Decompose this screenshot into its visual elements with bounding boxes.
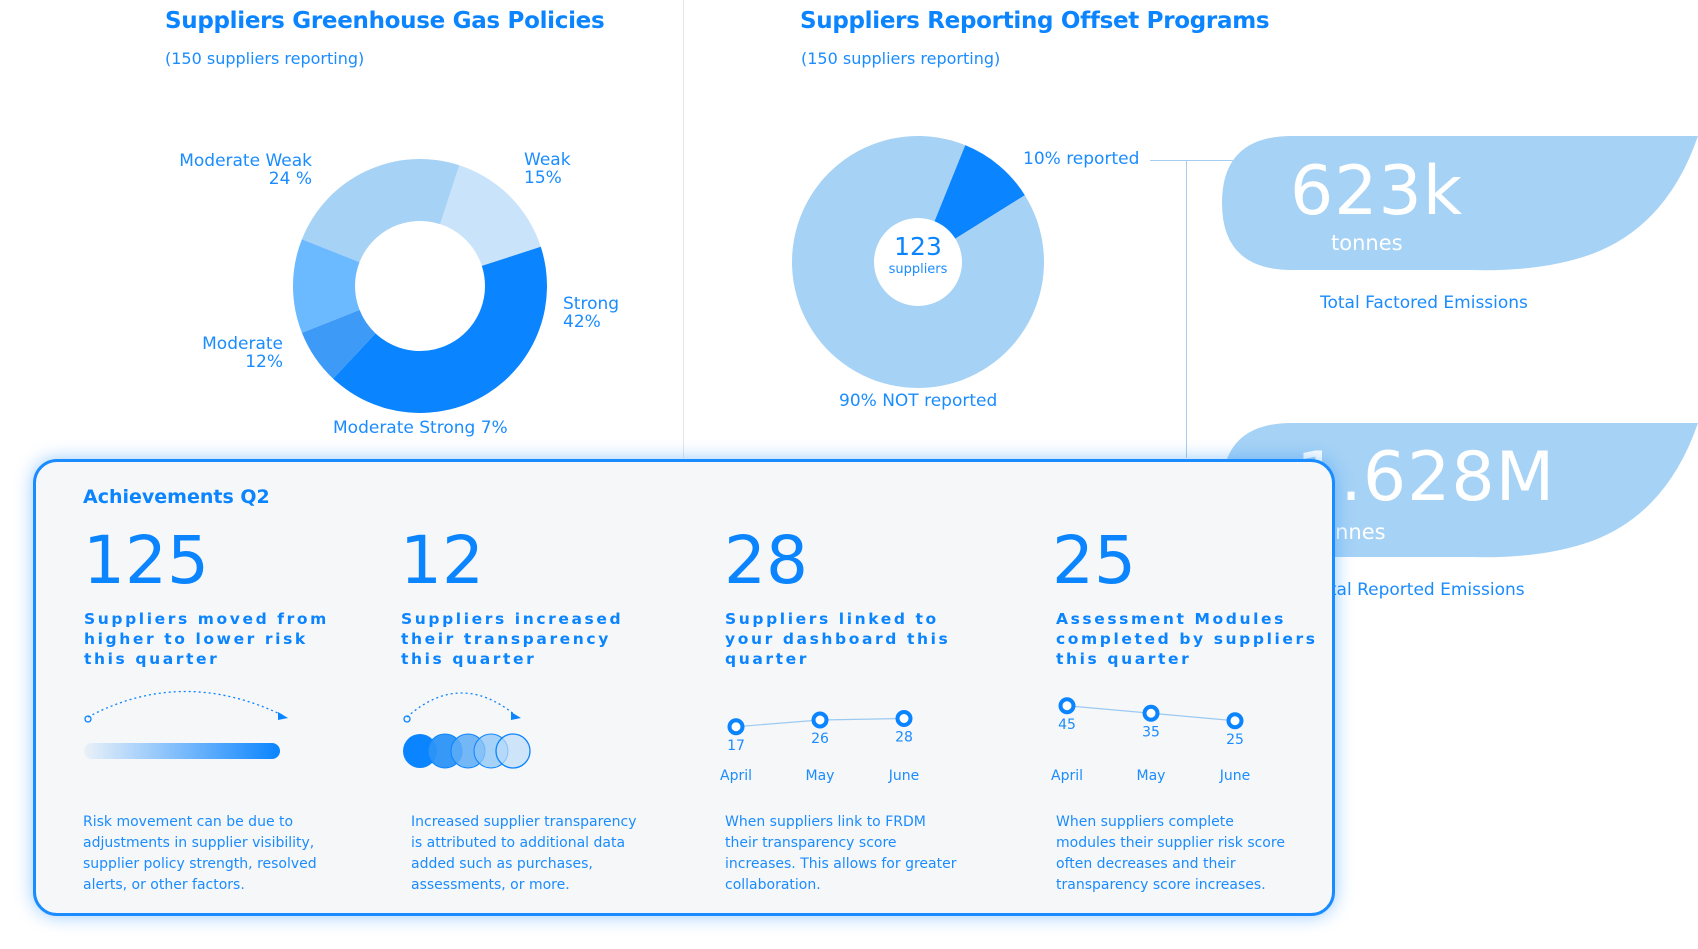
month-label: June bbox=[1219, 768, 1251, 784]
emissions-2-caption: Total Reported Emissions bbox=[1312, 580, 1525, 600]
section-divider bbox=[683, 0, 684, 458]
card-1-description: Risk movement can be due to adjustments … bbox=[83, 814, 317, 893]
card-3-description: When suppliers link to FRDM their transp… bbox=[725, 814, 957, 893]
card-2-value: 12 bbox=[400, 522, 484, 599]
card-2-title: Suppliers increased their transparency t… bbox=[401, 610, 624, 668]
card-1-value: 125 bbox=[83, 522, 209, 599]
right-chart-title: Suppliers Reporting Offset Programs bbox=[800, 8, 1270, 34]
card-4-title: Assessment Modules completed by supplier… bbox=[1056, 610, 1318, 668]
slice-weak bbox=[440, 165, 541, 266]
slice-moderate bbox=[293, 239, 360, 333]
data-point bbox=[1226, 712, 1244, 730]
data-label: 17 bbox=[727, 738, 745, 754]
month-label: April bbox=[1051, 768, 1083, 784]
data-label: 45 bbox=[1058, 717, 1076, 733]
data-point bbox=[895, 710, 913, 727]
transparency-illustration bbox=[403, 692, 531, 769]
data-label: 35 bbox=[1142, 724, 1160, 740]
label-moderate-strong: Moderate Strong 7% bbox=[333, 418, 508, 438]
label-moderate-weak: Moderate Weak 24 % bbox=[179, 151, 312, 189]
data-point bbox=[1142, 704, 1160, 722]
pie-center-badge: 123 suppliers bbox=[874, 218, 962, 306]
data-label: 28 bbox=[895, 730, 913, 746]
pie-center-value: 123 bbox=[894, 232, 942, 261]
card-4-description: When suppliers complete modules their su… bbox=[1056, 814, 1285, 893]
pie-center-unit: suppliers bbox=[888, 262, 948, 277]
slice-moderate-strong bbox=[301, 309, 376, 379]
achievements-panel: Achievements Q2 125 Suppliers moved from… bbox=[33, 459, 1335, 916]
emissions-blob-2 bbox=[1222, 423, 1698, 558]
data-point bbox=[727, 718, 745, 736]
ghg-policy-donut-chart bbox=[293, 159, 547, 413]
month-label: May bbox=[806, 768, 835, 784]
data-label: 25 bbox=[1226, 732, 1244, 748]
slice-moderate-weak bbox=[301, 159, 460, 263]
emissions-blob-1 bbox=[1222, 136, 1698, 271]
risk-movement-illustration bbox=[84, 690, 288, 759]
label-weak: Weak 15% bbox=[524, 150, 571, 188]
card-2-description: Increased supplier transparency is attri… bbox=[411, 814, 637, 893]
emissions-1-caption: Total Factored Emissions bbox=[1320, 293, 1528, 313]
slice-strong bbox=[333, 246, 547, 413]
label-moderate: Moderate 12% bbox=[202, 334, 283, 372]
label-not-reported: 90% NOT reported bbox=[839, 391, 998, 411]
right-chart-subtitle: (150 suppliers reporting) bbox=[801, 49, 1001, 68]
card-1-title: Suppliers moved from higher to lower ris… bbox=[84, 610, 329, 668]
achievements-title: Achievements Q2 bbox=[83, 486, 270, 508]
emissions-2-value: 1.628M bbox=[1296, 438, 1556, 517]
month-label: April bbox=[720, 768, 752, 784]
card-3-title: Suppliers linked to your dashboard this … bbox=[725, 610, 951, 668]
emissions-1-unit: tonnes bbox=[1331, 231, 1403, 255]
label-reported: 10% reported bbox=[1023, 149, 1140, 169]
suppliers-linked-line-chart: 17 April 26 May 28 June bbox=[720, 710, 920, 784]
connector-line-horizontal bbox=[1150, 160, 1240, 161]
label-strong: Strong 42% bbox=[563, 294, 620, 332]
month-label: May bbox=[1137, 768, 1166, 784]
data-point bbox=[811, 711, 829, 729]
data-label: 26 bbox=[811, 731, 829, 747]
month-label: June bbox=[888, 768, 920, 784]
left-chart-title: Suppliers Greenhouse Gas Policies bbox=[165, 8, 605, 34]
modules-completed-line-chart: 45 April 35 May 25 June bbox=[1051, 697, 1251, 784]
emissions-1-value: 623k bbox=[1290, 152, 1464, 231]
connector-line-vertical bbox=[1186, 160, 1187, 458]
data-point bbox=[1058, 697, 1076, 715]
card-3-value: 28 bbox=[724, 522, 808, 599]
left-chart-subtitle: (150 suppliers reporting) bbox=[165, 49, 365, 68]
card-4-value: 25 bbox=[1052, 522, 1136, 599]
